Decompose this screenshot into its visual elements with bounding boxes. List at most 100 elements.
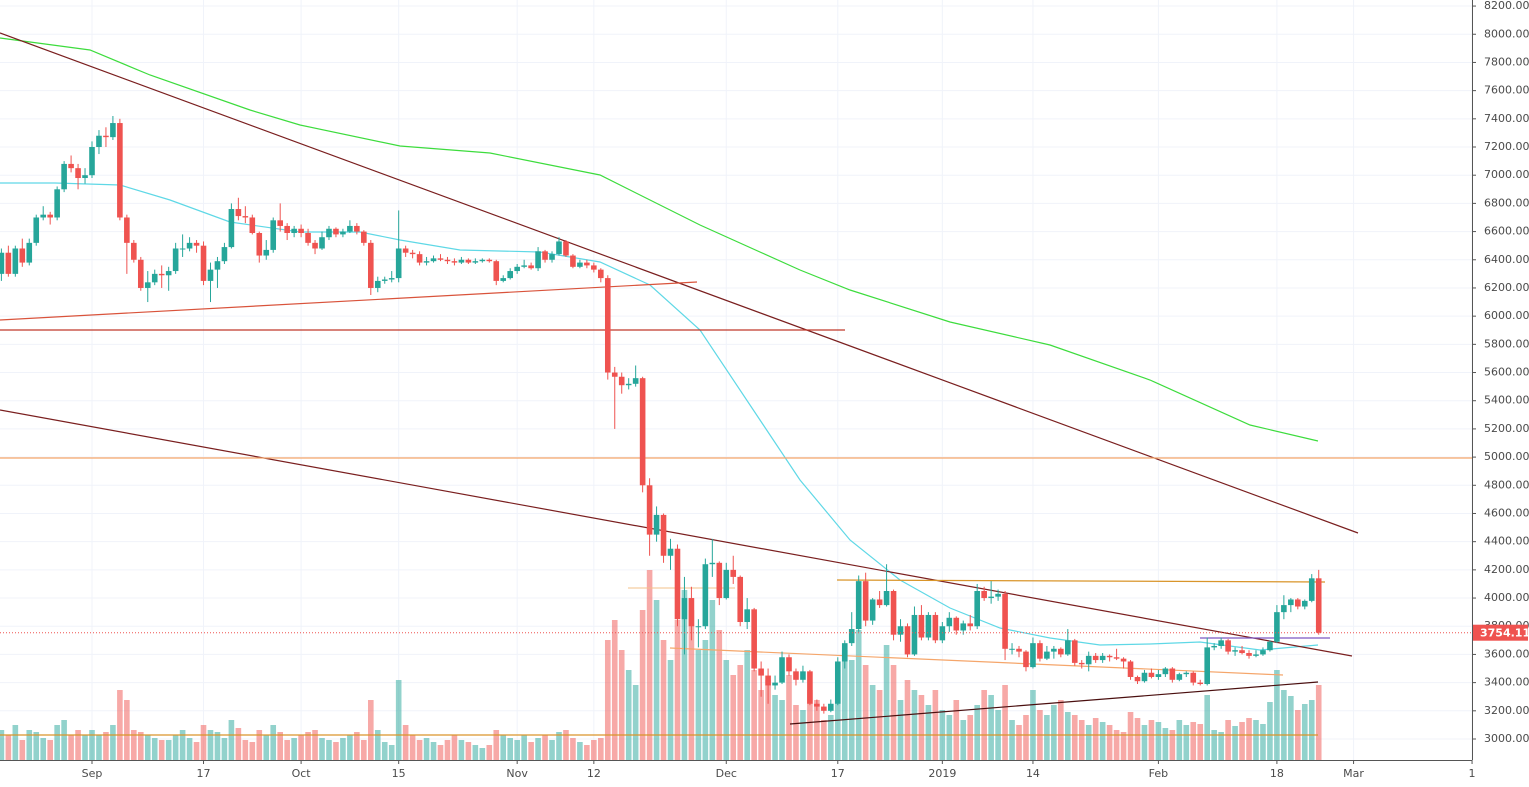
- candle-body: [1267, 641, 1273, 651]
- volume-bar: [1204, 695, 1210, 760]
- candle-body: [577, 262, 583, 267]
- candle-body: [639, 378, 646, 486]
- candle-body: [995, 593, 1001, 597]
- candle-body: [563, 241, 569, 256]
- volume-bar: [834, 670, 841, 760]
- y-tick-label: 5800.00: [1484, 337, 1529, 350]
- trendline: [0, 281, 698, 321]
- volume-bar: [54, 725, 60, 760]
- candle-body: [207, 269, 214, 281]
- candle-body: [1218, 640, 1224, 646]
- candle-body: [1092, 655, 1099, 661]
- volume-bar: [584, 745, 590, 760]
- volume-bar: [1009, 720, 1015, 760]
- volume-bar: [988, 695, 994, 760]
- candle-body: [1078, 662, 1085, 665]
- volume-bar: [1315, 685, 1322, 760]
- candle-body: [1016, 648, 1022, 652]
- candle-body: [444, 259, 451, 262]
- y-tick-label: 3000.00: [1484, 732, 1529, 745]
- volume-bar: [1288, 696, 1294, 760]
- candle-body: [521, 265, 527, 267]
- volume-bar: [437, 745, 444, 760]
- candle-body: [361, 231, 367, 243]
- y-tick-label: 7600.00: [1484, 84, 1529, 97]
- candle-body: [1044, 651, 1050, 659]
- x-tick-label: Dec: [716, 767, 737, 780]
- volume-bar: [681, 590, 688, 760]
- drawings: [0, 32, 1472, 736]
- y-tick-label: 4200.00: [1484, 563, 1529, 576]
- candle-body: [765, 675, 771, 686]
- candle-body: [256, 232, 263, 256]
- y-tick-label: 3400.00: [1484, 676, 1529, 689]
- volume-bar: [639, 610, 646, 760]
- volume-bar: [1190, 722, 1197, 760]
- candle-body: [653, 514, 660, 535]
- candle-body: [1120, 658, 1127, 662]
- candle-body: [897, 626, 904, 635]
- volume-bar: [158, 740, 165, 760]
- candle-body: [284, 225, 290, 233]
- volume-bar: [284, 740, 290, 760]
- candle-body: [0, 252, 5, 274]
- candle-body: [598, 269, 604, 279]
- candle-body: [1065, 640, 1071, 655]
- volume-bar: [340, 738, 346, 760]
- candle-body: [772, 682, 778, 686]
- candle-body: [514, 266, 520, 272]
- y-tick-label: 7000.00: [1484, 168, 1529, 181]
- volume-bar: [904, 680, 911, 760]
- candle-body: [89, 147, 95, 176]
- candle-body: [1106, 655, 1113, 658]
- candle-body: [312, 242, 318, 249]
- volume-bar: [618, 650, 625, 760]
- volume-bar: [200, 725, 207, 760]
- y-tick-label: 4600.00: [1484, 506, 1529, 519]
- y-tick-label: 6400.00: [1484, 253, 1529, 266]
- volume-bar: [263, 735, 270, 760]
- candle-body: [26, 242, 33, 263]
- volume-bar: [465, 742, 472, 760]
- candle-body: [263, 249, 270, 256]
- candle-body: [869, 599, 876, 621]
- volume-bar: [472, 745, 479, 760]
- candle-body: [1037, 643, 1043, 659]
- volume-bar: [556, 732, 562, 760]
- volume-bar: [716, 630, 723, 760]
- candle-body: [117, 123, 123, 218]
- volume-bar: [751, 670, 757, 760]
- volume-bar: [514, 740, 520, 760]
- volume-bar: [869, 685, 876, 760]
- candle-body: [193, 242, 200, 246]
- volume-bar: [911, 690, 918, 760]
- volume-bar: [381, 742, 388, 760]
- volume-bar: [354, 732, 360, 760]
- y-tick-label: 6600.00: [1484, 225, 1529, 238]
- volume-bar: [1106, 725, 1113, 760]
- candle-body: [158, 273, 165, 276]
- volume-bar: [1071, 715, 1078, 760]
- volume-bar: [1141, 725, 1148, 760]
- candle-body: [925, 614, 932, 638]
- candle-body: [165, 271, 172, 276]
- candle-body: [388, 278, 395, 280]
- candle-body: [235, 209, 242, 217]
- candle-body: [151, 273, 158, 283]
- volume-bar: [270, 725, 277, 760]
- volume-bar: [326, 740, 332, 760]
- volume-bar: [814, 700, 820, 760]
- candle-body: [131, 242, 137, 260]
- candle-body: [618, 376, 625, 386]
- x-tick-label: Mar: [1343, 767, 1364, 780]
- candle-body: [800, 671, 806, 680]
- candle-body: [54, 189, 60, 218]
- candle-body: [974, 591, 980, 627]
- volume-bar: [1058, 700, 1064, 760]
- volume-bar: [625, 670, 632, 760]
- candle-body: [855, 581, 862, 630]
- candle-body: [988, 596, 994, 599]
- volume-bar: [110, 725, 116, 760]
- y-tick-label: 6200.00: [1484, 281, 1529, 294]
- x-tick-label: 2019: [928, 767, 956, 780]
